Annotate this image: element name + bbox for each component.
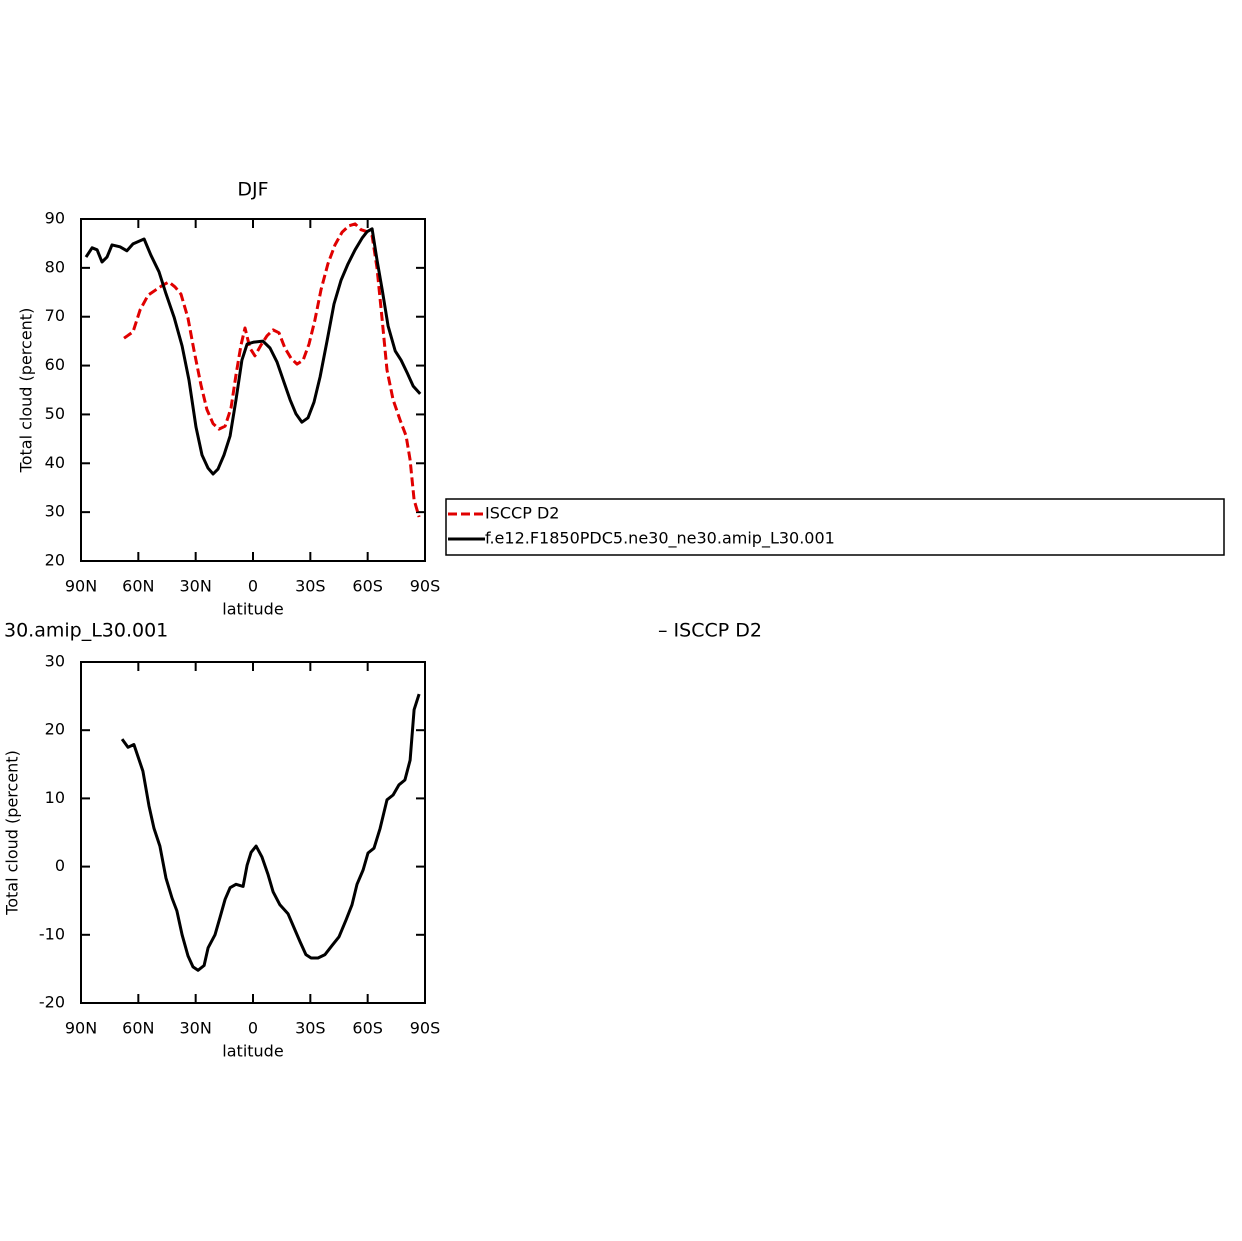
x-tick-label: 90S bbox=[410, 1019, 441, 1038]
chart-title: 30.amip_L30.001 bbox=[4, 620, 168, 642]
x-tick-label: 30N bbox=[180, 577, 212, 596]
y-tick-label: 40 bbox=[45, 453, 65, 472]
y-axis-label: Total cloud (percent) bbox=[17, 308, 36, 474]
y-tick-label: 0 bbox=[55, 856, 65, 875]
y-tick-label: 50 bbox=[45, 404, 65, 423]
data-line bbox=[120, 693, 421, 972]
y-axis-label: Total cloud (percent) bbox=[3, 750, 22, 916]
y-tick-label: 30 bbox=[45, 652, 65, 671]
legend-box bbox=[445, 498, 1225, 556]
y-tick-label: -20 bbox=[39, 993, 65, 1012]
x-axis-label: latitude bbox=[222, 1042, 283, 1061]
y-tick-label: 30 bbox=[45, 502, 65, 521]
y-tick-label: 90 bbox=[45, 209, 65, 228]
y-tick-label: 20 bbox=[45, 720, 65, 739]
x-tick-label: 90N bbox=[65, 577, 97, 596]
y-tick-label: 80 bbox=[45, 257, 65, 276]
x-tick-label: 0 bbox=[248, 1019, 258, 1038]
legend-label: ISCCP D2 bbox=[485, 504, 559, 523]
x-tick-label: 0 bbox=[248, 577, 258, 596]
chart-title: DJF bbox=[237, 179, 268, 201]
x-tick-label: 60S bbox=[352, 577, 383, 596]
x-axis-label: latitude bbox=[222, 600, 283, 619]
y-tick-label: 20 bbox=[45, 551, 65, 570]
x-tick-label: 90N bbox=[65, 1019, 97, 1038]
x-tick-label: 90S bbox=[410, 577, 441, 596]
x-tick-label: 60N bbox=[122, 1019, 154, 1038]
y-tick-label: 60 bbox=[45, 355, 65, 374]
y-tick-label: 10 bbox=[45, 788, 65, 807]
x-tick-label: 30S bbox=[295, 577, 326, 596]
x-tick-label: 30S bbox=[295, 1019, 326, 1038]
y-tick-label: 70 bbox=[45, 306, 65, 325]
legend-label: f.e12.F1850PDC5.ne30_ne30.amip_L30.001 bbox=[485, 529, 835, 549]
x-tick-label: 30N bbox=[180, 1019, 212, 1038]
chart-title-right: – ISCCP D2 bbox=[658, 620, 762, 642]
y-tick-label: -10 bbox=[39, 924, 65, 943]
x-tick-label: 60N bbox=[122, 577, 154, 596]
data-line bbox=[84, 227, 422, 476]
x-tick-label: 60S bbox=[352, 1019, 383, 1038]
